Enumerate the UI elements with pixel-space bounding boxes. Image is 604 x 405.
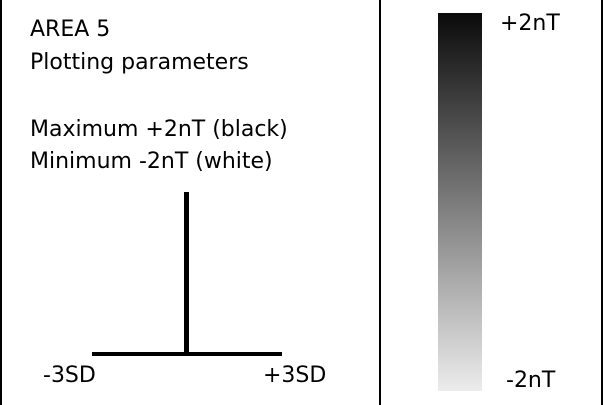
distribution-baseline bbox=[92, 352, 282, 356]
plus-3sd-label: +3SD bbox=[263, 363, 327, 388]
divider-line bbox=[379, 0, 381, 405]
maximum-parameter: Maximum +2nT (black) bbox=[30, 117, 288, 142]
scale-max-label: +2nT bbox=[500, 11, 560, 36]
distribution-stem bbox=[184, 192, 189, 356]
greyscale-bar bbox=[438, 13, 482, 391]
minus-3sd-label: -3SD bbox=[43, 363, 96, 388]
parameters-heading: Plotting parameters bbox=[30, 50, 249, 75]
minimum-parameter: Minimum -2nT (white) bbox=[30, 149, 273, 174]
right-border bbox=[601, 0, 603, 405]
left-border bbox=[0, 0, 2, 405]
area-title: AREA 5 bbox=[30, 17, 111, 42]
scale-min-label: -2nT bbox=[506, 368, 556, 393]
